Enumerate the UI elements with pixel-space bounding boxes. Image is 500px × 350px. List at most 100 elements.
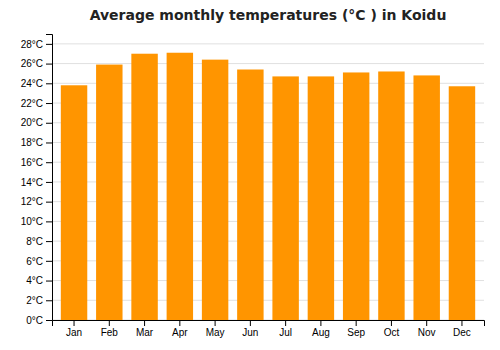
tick: Apr: [172, 320, 188, 338]
tick: 18°C: [21, 137, 52, 148]
tick: 2°C: [26, 295, 52, 306]
tick: 0°C: [26, 315, 52, 326]
tick-label: 10°C: [21, 216, 43, 227]
tick: Jun: [242, 320, 258, 338]
tick-mark: [46, 64, 52, 65]
tick-label: 2°C: [26, 295, 43, 306]
tick-label: Sep: [347, 327, 365, 338]
tick-label: 12°C: [21, 196, 43, 207]
tick-label: 22°C: [21, 98, 43, 109]
tick: 14°C: [21, 177, 52, 188]
tick-mark: [46, 83, 52, 84]
bar: [449, 86, 475, 320]
tick: Dec: [453, 320, 471, 338]
title: Average monthly temperatures (°C ) in Ko…: [90, 7, 447, 23]
tick-label: Oct: [384, 327, 400, 338]
tick-label: Aug: [312, 327, 330, 338]
chart: 0°C 2°C 4°C 6°C 8°C 10°C 12°C 14°C 16°C 18°C 20°C 2…: [0, 0, 500, 350]
tick-label: 26°C: [21, 58, 43, 69]
tick: 20°C: [21, 117, 52, 128]
tick: 8°C: [26, 236, 52, 247]
tick: 6°C: [26, 256, 52, 267]
tick-label: 20°C: [21, 117, 43, 128]
tick-mark: [46, 320, 52, 321]
bar: [413, 75, 439, 320]
y-axis: 0°C 2°C 4°C 6°C 8°C 10°C 12°C 14°C 16°C 18°C 20°C 2…: [21, 35, 53, 326]
tick-label: 24°C: [21, 78, 43, 89]
grid-line: [52, 43, 484, 44]
tick: Sep: [347, 320, 365, 338]
tick-label: Jun: [242, 327, 258, 338]
tick: Jul: [279, 320, 292, 338]
bar: [237, 70, 263, 320]
tick-mark: [215, 320, 216, 326]
bar: [61, 85, 87, 320]
bar: [308, 76, 334, 320]
tick-mark: [461, 320, 462, 326]
tick-label: 28°C: [21, 39, 43, 50]
tick-mark: [391, 320, 392, 326]
tick: Nov: [418, 320, 436, 338]
tick-label: Apr: [172, 327, 188, 338]
tick: 4°C: [26, 275, 52, 286]
tick-label: Feb: [101, 327, 119, 338]
tick: 28°C: [21, 39, 52, 50]
tick-mark: [46, 182, 52, 183]
grid-line: [52, 63, 484, 64]
tick-label: Jul: [279, 327, 292, 338]
tick-label: Nov: [418, 327, 436, 338]
tick-mark: [46, 281, 52, 282]
tick: Feb: [101, 320, 119, 338]
tick-label: Mar: [136, 327, 154, 338]
tick-mark: [426, 320, 427, 326]
axis-line: [53, 321, 485, 327]
tick: 10°C: [21, 216, 52, 227]
tick-mark: [46, 142, 52, 143]
tick-label: 8°C: [26, 236, 43, 247]
tick: Jan: [66, 320, 82, 338]
tick-mark: [109, 320, 110, 326]
tick-mark: [250, 320, 251, 326]
tick-mark: [356, 320, 357, 326]
tick-mark: [46, 202, 52, 203]
grid: [52, 44, 484, 320]
tick-label: 18°C: [21, 137, 43, 148]
tick: 24°C: [21, 78, 52, 89]
tick-mark: [320, 320, 321, 326]
tick: 16°C: [21, 157, 52, 168]
tick-label: 4°C: [26, 275, 43, 286]
tick-mark: [46, 221, 52, 222]
tick-label: 0°C: [26, 315, 43, 326]
tick: 22°C: [21, 98, 52, 109]
tick: May: [206, 320, 225, 338]
bar: [167, 53, 193, 320]
bar: [131, 54, 157, 320]
x-axis: Jan Feb Mar Apr May Jun Jul Aug Sep Oct Nov Dec: [53, 320, 485, 338]
tick-mark: [46, 44, 52, 45]
tick-label: May: [206, 327, 225, 338]
bar: [378, 71, 404, 320]
bar: [202, 60, 228, 320]
tick: Aug: [312, 320, 330, 338]
tick: 12°C: [21, 196, 52, 207]
tick-mark: [74, 320, 75, 326]
tick-mark: [144, 320, 145, 326]
tick: Mar: [136, 320, 154, 338]
tick: Oct: [384, 320, 400, 338]
tick-label: 16°C: [21, 157, 43, 168]
tick-mark: [46, 103, 52, 104]
tick-mark: [46, 300, 52, 301]
tick-mark: [46, 123, 52, 124]
plot: 0°C 2°C 4°C 6°C 8°C 10°C 12°C 14°C 16°C 18°C 20°C 2…: [21, 35, 485, 339]
tick: 26°C: [21, 58, 52, 69]
tick-label: Jan: [66, 327, 82, 338]
tick-mark: [179, 320, 180, 326]
bars: [61, 53, 475, 320]
bar: [272, 76, 298, 320]
tick-mark: [285, 320, 286, 326]
tick-mark: [46, 241, 52, 242]
tick-label: 6°C: [26, 256, 43, 267]
axis-line: [46, 35, 53, 321]
tick-label: 14°C: [21, 177, 43, 188]
bar: [343, 72, 369, 320]
